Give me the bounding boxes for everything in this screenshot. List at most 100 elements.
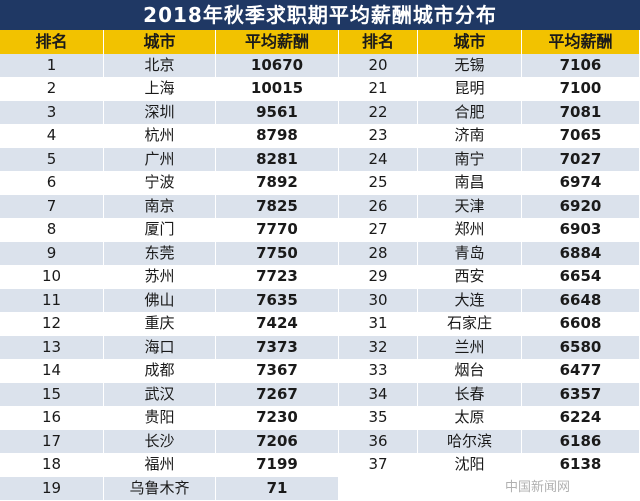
rank-cell: 17 bbox=[0, 429, 104, 453]
salary-cell: 7199 bbox=[216, 453, 339, 477]
city-cell: 烟台 bbox=[418, 359, 522, 383]
header-salary: 平均薪酬 bbox=[216, 30, 339, 54]
header-city: 城市 bbox=[418, 30, 522, 54]
city-cell: 北京 bbox=[104, 53, 216, 77]
salary-cell: 6138 bbox=[522, 453, 640, 477]
city-cell: 厦门 bbox=[104, 218, 216, 242]
city-cell: 苏州 bbox=[104, 265, 216, 289]
salary-cell: 7027 bbox=[522, 147, 640, 171]
watermark: 中国新闻网 bbox=[504, 480, 570, 495]
rank-cell: 37 bbox=[339, 453, 418, 477]
rank-cell: 30 bbox=[339, 288, 418, 312]
rank-cell: 14 bbox=[0, 359, 104, 383]
city-cell: 杭州 bbox=[104, 124, 216, 148]
salary-cell: 6580 bbox=[522, 335, 640, 359]
salary-cell: 8798 bbox=[216, 124, 339, 148]
city-cell: 沈阳 bbox=[418, 453, 522, 477]
city-cell: 昆明 bbox=[418, 77, 522, 101]
salary-cell: 6903 bbox=[522, 218, 640, 242]
city-cell: 郑州 bbox=[418, 218, 522, 242]
city-cell: 福州 bbox=[104, 453, 216, 477]
salary-cell: 6357 bbox=[522, 382, 640, 406]
salary-cell: 6608 bbox=[522, 312, 640, 336]
city-cell: 西安 bbox=[418, 265, 522, 289]
salary-cell: 7106 bbox=[522, 53, 640, 77]
salary-cell: 7206 bbox=[216, 429, 339, 453]
city-cell: 成都 bbox=[104, 359, 216, 383]
salary-cell: 6224 bbox=[522, 406, 640, 430]
salary-cell: 10670 bbox=[216, 53, 339, 77]
salary-cell: 6920 bbox=[522, 194, 640, 218]
city-cell: 宁波 bbox=[104, 171, 216, 195]
salary-cell: 10015 bbox=[216, 77, 339, 101]
city-cell: 上海 bbox=[104, 77, 216, 101]
salary-table: 排名 城市 平均薪酬 排名 城市 平均薪酬 1 北京 10670 20 无锡 7106 2 上海 10015… bbox=[0, 30, 640, 500]
rank-cell: 20 bbox=[339, 53, 418, 77]
rank-cell: 23 bbox=[339, 124, 418, 148]
rank-cell: 26 bbox=[339, 194, 418, 218]
city-cell: 贵阳 bbox=[104, 406, 216, 430]
rank-cell: 8 bbox=[0, 218, 104, 242]
city-cell: 兰州 bbox=[418, 335, 522, 359]
city-cell: 哈尔滨 bbox=[418, 429, 522, 453]
rank-cell: 19 bbox=[0, 476, 104, 500]
empty-cell bbox=[339, 476, 418, 500]
rank-cell: 2 bbox=[0, 77, 104, 101]
city-cell: 长春 bbox=[418, 382, 522, 406]
salary-cell: 7750 bbox=[216, 241, 339, 265]
city-cell: 济南 bbox=[418, 124, 522, 148]
city-cell: 广州 bbox=[104, 147, 216, 171]
salary-cell: 7635 bbox=[216, 288, 339, 312]
rank-cell: 29 bbox=[339, 265, 418, 289]
salary-cell: 7373 bbox=[216, 335, 339, 359]
rank-cell: 28 bbox=[339, 241, 418, 265]
rank-cell: 31 bbox=[339, 312, 418, 336]
salary-cell: 6648 bbox=[522, 288, 640, 312]
salary-cell: 7723 bbox=[216, 265, 339, 289]
rank-cell: 34 bbox=[339, 382, 418, 406]
salary-cell: 6186 bbox=[522, 429, 640, 453]
header-rank: 排名 bbox=[339, 30, 418, 54]
city-cell: 武汉 bbox=[104, 382, 216, 406]
rank-cell: 4 bbox=[0, 124, 104, 148]
salary-cell: 7081 bbox=[522, 100, 640, 124]
rank-cell: 7 bbox=[0, 194, 104, 218]
city-cell: 佛山 bbox=[104, 288, 216, 312]
header-rank: 排名 bbox=[0, 30, 104, 54]
salary-cell: 7825 bbox=[216, 194, 339, 218]
rank-cell: 6 bbox=[0, 171, 104, 195]
rank-cell: 36 bbox=[339, 429, 418, 453]
city-cell: 无锡 bbox=[418, 53, 522, 77]
rank-cell: 16 bbox=[0, 406, 104, 430]
salary-cell: 8281 bbox=[216, 147, 339, 171]
rank-cell: 22 bbox=[339, 100, 418, 124]
rank-cell: 25 bbox=[339, 171, 418, 195]
city-cell: 太原 bbox=[418, 406, 522, 430]
city-cell: 青岛 bbox=[418, 241, 522, 265]
salary-cell: 7100 bbox=[522, 77, 640, 101]
salary-cell: 7065 bbox=[522, 124, 640, 148]
rank-cell: 35 bbox=[339, 406, 418, 430]
city-cell: 天津 bbox=[418, 194, 522, 218]
rank-cell: 24 bbox=[339, 147, 418, 171]
city-cell: 乌鲁木齐 bbox=[104, 476, 216, 500]
city-cell: 南京 bbox=[104, 194, 216, 218]
salary-cell: 7770 bbox=[216, 218, 339, 242]
salary-cell: 6974 bbox=[522, 171, 640, 195]
salary-cell: 6477 bbox=[522, 359, 640, 383]
city-cell: 南宁 bbox=[418, 147, 522, 171]
city-cell: 南昌 bbox=[418, 171, 522, 195]
salary-cell: 9561 bbox=[216, 100, 339, 124]
rank-cell: 21 bbox=[339, 77, 418, 101]
salary-cell: 7424 bbox=[216, 312, 339, 336]
salary-cell: 7367 bbox=[216, 359, 339, 383]
rank-cell: 32 bbox=[339, 335, 418, 359]
rank-cell: 11 bbox=[0, 288, 104, 312]
header-city: 城市 bbox=[104, 30, 216, 54]
city-cell: 石家庄 bbox=[418, 312, 522, 336]
header-salary: 平均薪酬 bbox=[522, 30, 640, 54]
salary-cell: 6654 bbox=[522, 265, 640, 289]
rank-cell: 12 bbox=[0, 312, 104, 336]
rank-cell: 27 bbox=[339, 218, 418, 242]
salary-cell: 6884 bbox=[522, 241, 640, 265]
